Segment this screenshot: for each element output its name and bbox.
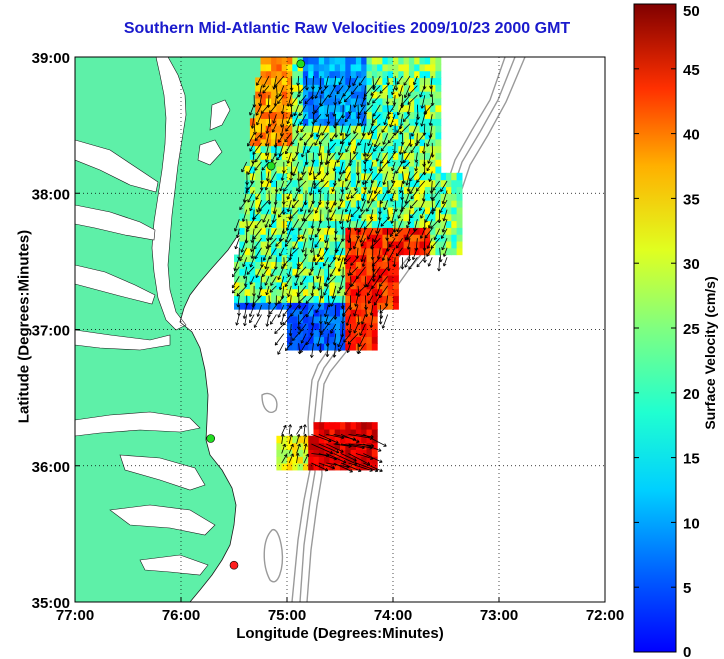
y-tick-label: 38:00 (32, 186, 70, 203)
y-tick-label: 37:00 (32, 323, 70, 340)
x-axis-label: Longitude (Degrees:Minutes) (236, 625, 444, 642)
x-tick-label: 75:00 (268, 607, 306, 624)
x-tick-label: 76:00 (162, 607, 200, 624)
station-marker (206, 434, 215, 443)
colorbar-tick-label: 5 (683, 580, 691, 597)
x-tick-label: 72:00 (586, 607, 624, 624)
colorbar-tick-label: 25 (683, 321, 700, 338)
colorbar (633, 3, 677, 653)
map-title: Southern Mid-Atlantic Raw Velocities 200… (123, 20, 571, 37)
colorbar-tick-label: 45 (683, 62, 700, 79)
colorbar-label: Surface Velocity (cm/s) (702, 276, 718, 430)
radar-stations (206, 59, 306, 570)
y-tick-label: 39:00 (32, 50, 70, 67)
grid-lines (75, 57, 605, 602)
x-tick-label: 77:00 (56, 607, 94, 624)
velocity-vectors (231, 75, 448, 473)
station-marker (229, 560, 239, 570)
x-axis: 77:00 76:00 75:00 74:00 73:00 72:00 (56, 597, 624, 624)
y-tick-label: 35:00 (32, 595, 70, 612)
colorbar-tick-label: 20 (683, 386, 700, 403)
x-tick-label: 74:00 (374, 607, 412, 624)
y-axis-label: Latitude (Degrees:Minutes) (15, 229, 33, 424)
colorbar-tick-label: 30 (683, 256, 700, 273)
x-tick-label: 73:00 (480, 607, 518, 624)
station-marker (266, 161, 276, 171)
colorbar-tick-label: 10 (683, 515, 700, 532)
y-axis: 39:00 38:00 37:00 36:00 35:00 (32, 50, 80, 612)
station-marker (296, 59, 306, 69)
y-tick-label: 36:00 (32, 459, 70, 476)
colorbar-tick-label: 35 (683, 191, 700, 208)
chesapeake-bay (75, 57, 231, 576)
colorbar-tick-label: 50 (683, 3, 700, 20)
colorbar-tick-label: 15 (683, 451, 700, 468)
colorbar-tick-label: 0 (683, 644, 691, 659)
colorbar-tick-label: 40 (683, 127, 700, 144)
